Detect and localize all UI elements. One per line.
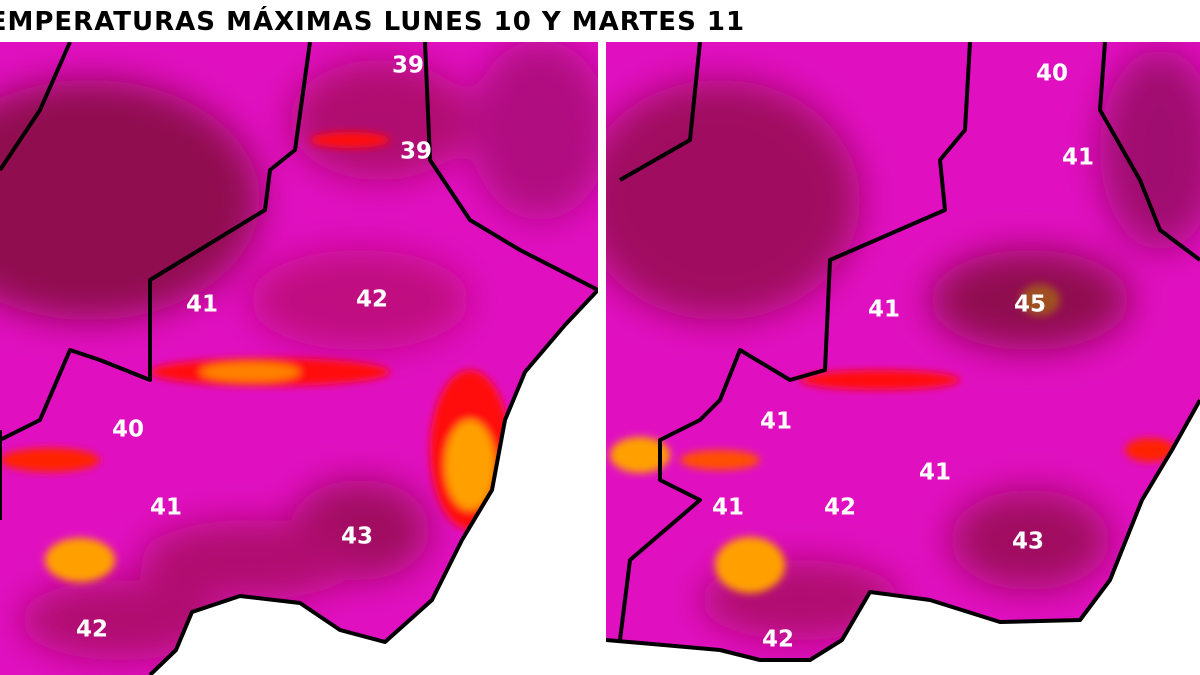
temperature-label: 41: [150, 495, 182, 521]
temperature-label: 41: [760, 409, 792, 435]
temperature-label: 42: [76, 617, 108, 643]
title: TEMPERATURAS MÁXIMAS LUNES 10 Y MARTES 1…: [0, 5, 745, 37]
temperature-label: 39: [392, 53, 424, 79]
temperature-label: 41: [1062, 145, 1094, 171]
temperature-label: 42: [356, 287, 388, 313]
map-panel-1: [0, 42, 598, 675]
temperature-label: 40: [112, 417, 144, 443]
temperature-label: 39: [400, 139, 432, 165]
temperature-label: 42: [762, 627, 794, 653]
temperature-label: 42: [824, 495, 856, 521]
temperature-label: 41: [186, 292, 218, 318]
temperature-label: 41: [712, 495, 744, 521]
temperature-label: 40: [1036, 61, 1068, 87]
temperature-label: 45: [1014, 292, 1046, 318]
temperature-label: 41: [919, 460, 951, 486]
map-panel-2: [606, 42, 1200, 675]
temperature-label: 43: [1012, 529, 1044, 555]
temperature-label: 41: [868, 297, 900, 323]
temperature-label: 43: [341, 524, 373, 550]
